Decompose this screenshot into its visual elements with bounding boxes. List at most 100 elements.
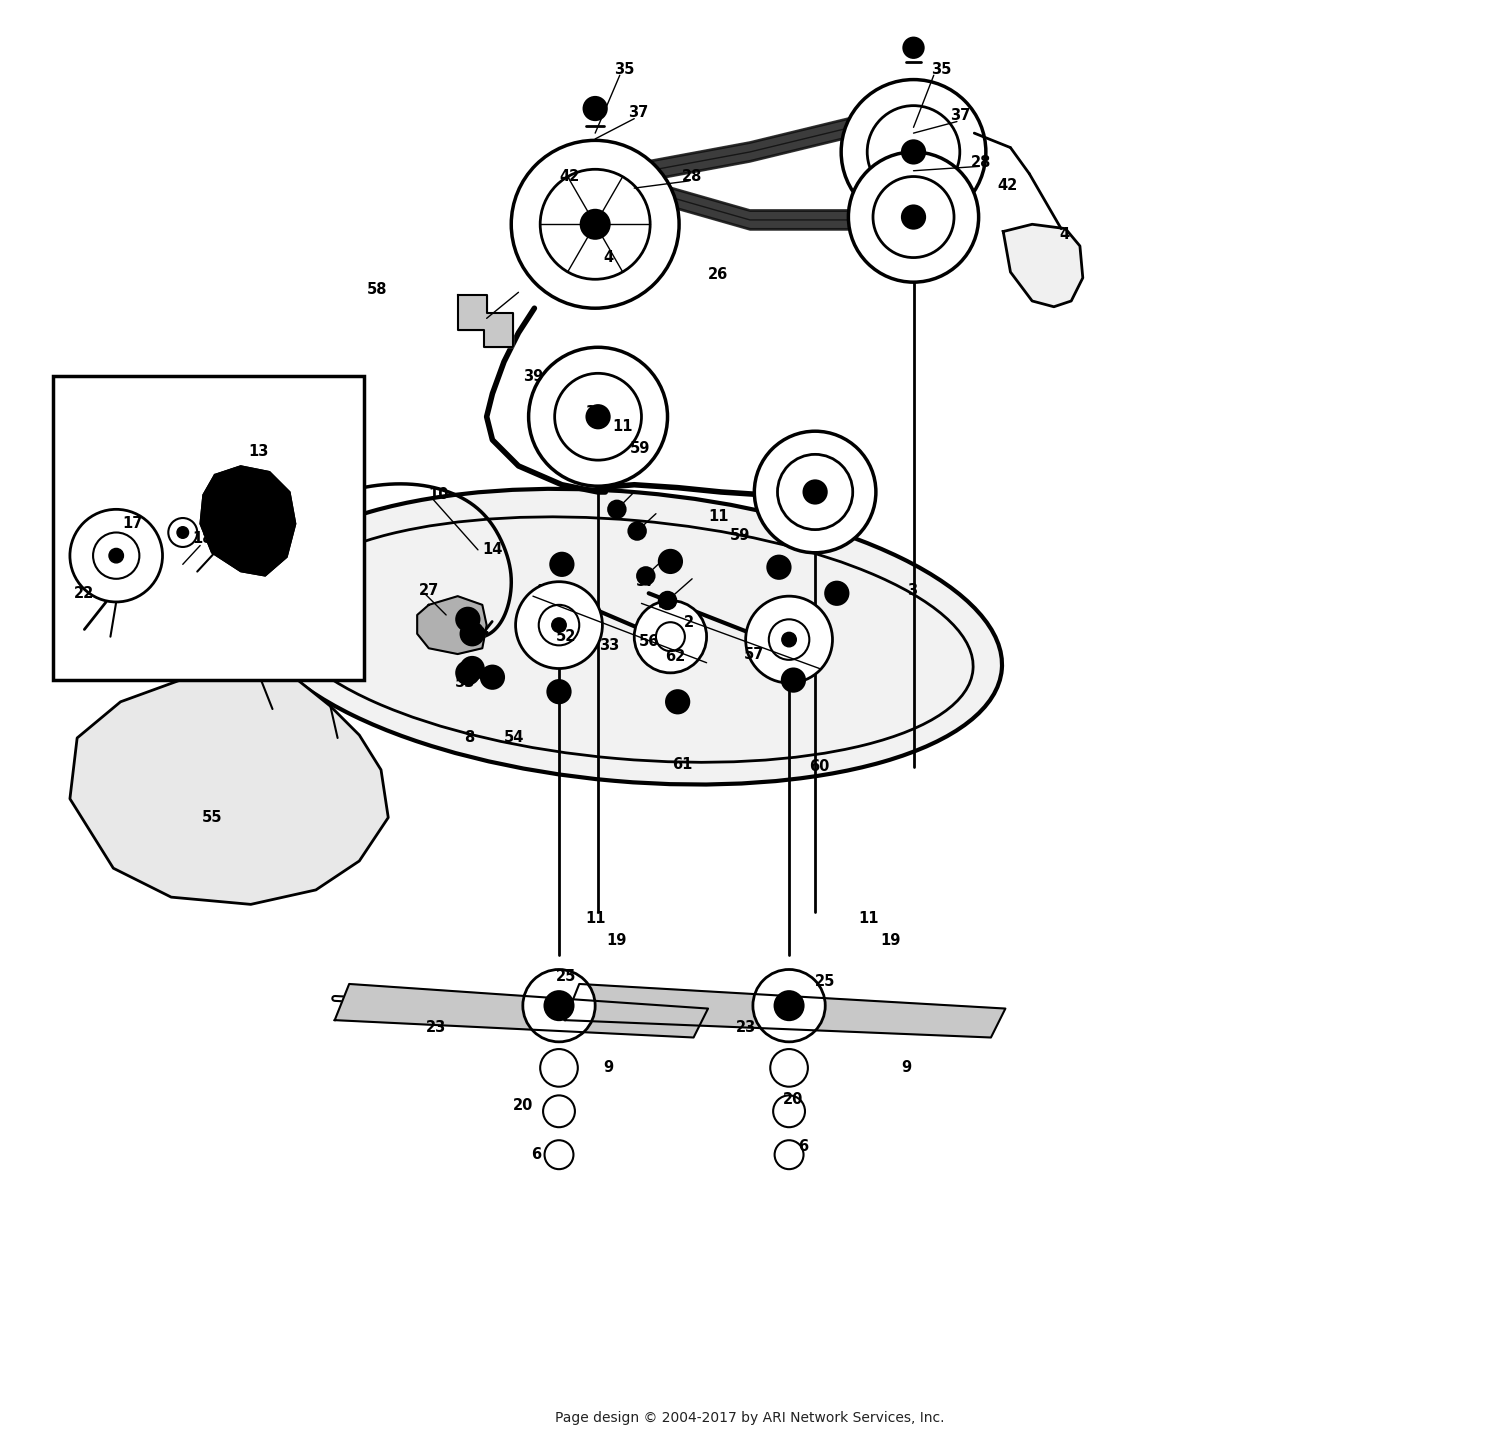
- Polygon shape: [534, 117, 964, 234]
- Text: 13: 13: [248, 444, 268, 459]
- Text: 20: 20: [783, 1092, 804, 1107]
- Polygon shape: [334, 984, 708, 1037]
- Circle shape: [528, 347, 668, 486]
- Circle shape: [177, 527, 189, 538]
- Circle shape: [168, 518, 196, 547]
- Circle shape: [754, 431, 876, 553]
- Polygon shape: [566, 984, 1005, 1037]
- Circle shape: [782, 632, 796, 647]
- Polygon shape: [417, 596, 486, 654]
- Text: 11: 11: [858, 912, 879, 926]
- Text: 27: 27: [419, 583, 440, 598]
- Circle shape: [524, 969, 596, 1042]
- Text: 3: 3: [908, 583, 916, 598]
- Circle shape: [768, 556, 790, 579]
- Circle shape: [482, 666, 504, 689]
- Polygon shape: [458, 295, 513, 347]
- Text: 33: 33: [600, 638, 619, 653]
- Circle shape: [460, 622, 484, 645]
- Circle shape: [772, 1095, 806, 1127]
- Text: 11: 11: [612, 420, 633, 434]
- Text: 42: 42: [998, 178, 1017, 192]
- Text: 22: 22: [75, 586, 94, 601]
- Circle shape: [584, 97, 606, 120]
- Circle shape: [658, 592, 676, 609]
- Circle shape: [774, 1140, 804, 1169]
- Text: 59: 59: [657, 596, 678, 611]
- Text: 39: 39: [524, 369, 543, 383]
- Circle shape: [842, 80, 986, 224]
- Text: 4: 4: [603, 250, 613, 265]
- Circle shape: [540, 1049, 578, 1087]
- Text: ARI: ARI: [564, 586, 936, 774]
- Circle shape: [586, 405, 609, 428]
- Text: 60: 60: [810, 760, 830, 774]
- Circle shape: [456, 661, 480, 684]
- Circle shape: [555, 373, 642, 460]
- Circle shape: [804, 480, 826, 504]
- Circle shape: [580, 210, 609, 239]
- Circle shape: [512, 140, 680, 308]
- Text: 59: 59: [630, 441, 650, 456]
- Circle shape: [658, 550, 682, 573]
- Circle shape: [634, 601, 706, 673]
- Text: 55: 55: [201, 810, 222, 825]
- Text: 6: 6: [531, 1147, 542, 1162]
- Text: 23: 23: [735, 1020, 756, 1035]
- Text: 58: 58: [366, 282, 387, 297]
- Text: 28: 28: [972, 155, 992, 169]
- Text: 9: 9: [902, 1061, 912, 1075]
- Text: 11: 11: [708, 509, 729, 524]
- Text: 6: 6: [798, 1139, 808, 1153]
- Text: 25: 25: [556, 969, 576, 984]
- Text: 19: 19: [880, 933, 900, 948]
- Circle shape: [110, 548, 123, 563]
- Text: 28: 28: [682, 169, 702, 184]
- Text: 19: 19: [606, 933, 627, 948]
- Text: 37: 37: [628, 106, 648, 120]
- Circle shape: [456, 608, 480, 631]
- Text: 23: 23: [426, 1020, 445, 1035]
- Circle shape: [666, 690, 688, 713]
- Text: 62: 62: [664, 650, 686, 664]
- Text: 2: 2: [684, 615, 694, 629]
- Polygon shape: [70, 644, 389, 904]
- Text: 4: 4: [1059, 227, 1070, 242]
- Circle shape: [849, 152, 978, 282]
- Text: 53: 53: [454, 676, 476, 690]
- Text: 8: 8: [464, 731, 474, 745]
- Circle shape: [544, 991, 573, 1020]
- Circle shape: [656, 622, 686, 651]
- Circle shape: [774, 991, 804, 1020]
- Text: Page design © 2004-2017 by ARI Network Services, Inc.: Page design © 2004-2017 by ARI Network S…: [555, 1411, 945, 1425]
- Text: 26: 26: [708, 268, 729, 282]
- Text: 54: 54: [504, 731, 525, 745]
- Circle shape: [543, 1095, 574, 1127]
- Circle shape: [770, 619, 810, 660]
- Text: 61: 61: [672, 757, 692, 771]
- Circle shape: [550, 553, 573, 576]
- Circle shape: [93, 532, 140, 579]
- Text: 9: 9: [603, 1061, 613, 1075]
- Text: 10: 10: [429, 488, 448, 502]
- Circle shape: [902, 140, 926, 164]
- FancyBboxPatch shape: [53, 376, 363, 680]
- Circle shape: [771, 1049, 808, 1087]
- Circle shape: [540, 169, 650, 279]
- Text: 39: 39: [585, 405, 606, 420]
- Circle shape: [638, 567, 654, 585]
- Text: 20: 20: [513, 1098, 532, 1113]
- Text: 14: 14: [482, 543, 502, 557]
- Text: 18: 18: [194, 531, 213, 546]
- Circle shape: [902, 205, 926, 229]
- Text: 42: 42: [560, 169, 579, 184]
- Circle shape: [516, 582, 603, 669]
- Text: 37: 37: [950, 109, 970, 123]
- Circle shape: [552, 618, 566, 632]
- Circle shape: [628, 522, 646, 540]
- Circle shape: [782, 669, 806, 692]
- Circle shape: [460, 657, 484, 680]
- Circle shape: [903, 38, 924, 58]
- Ellipse shape: [252, 489, 1002, 784]
- Polygon shape: [200, 466, 296, 576]
